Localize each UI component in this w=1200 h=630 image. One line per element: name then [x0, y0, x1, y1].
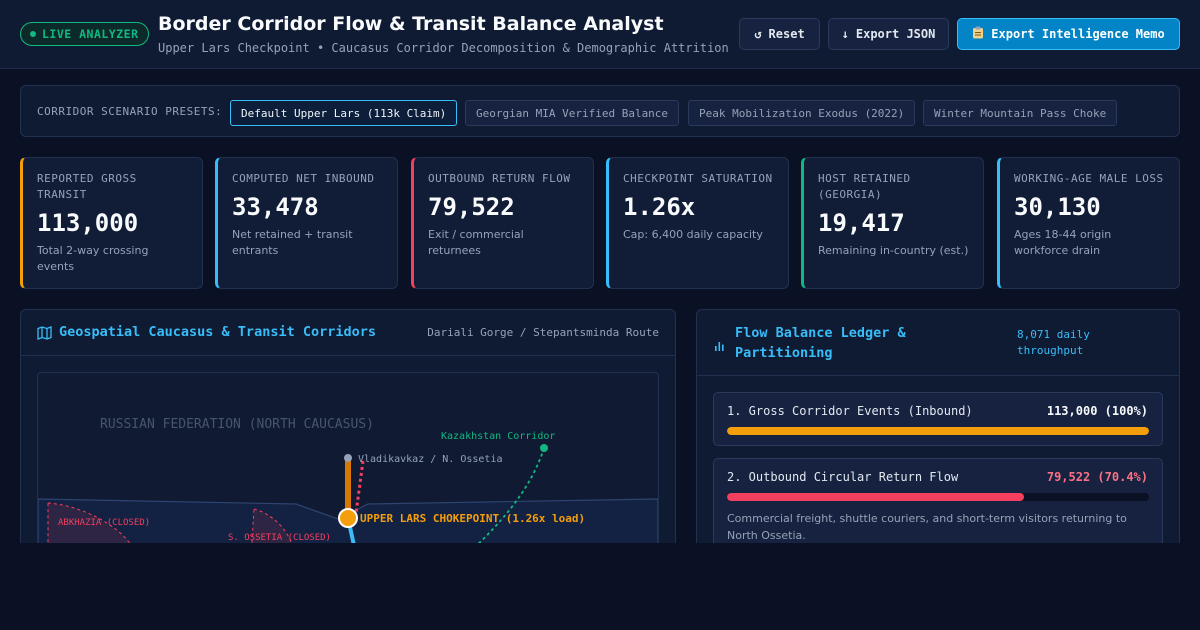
scenario-presets-bar: CORRIDOR SCENARIO PRESETS: Default Upper… [20, 85, 1180, 137]
ledger-panel-title: Flow Balance Ledger & Partitioning [735, 325, 906, 361]
ledger-item-value: 113,000 (100%) [1046, 404, 1148, 418]
metric-value: 19,417 [818, 209, 905, 237]
kazakhstan-node-icon [540, 444, 548, 452]
metric-label: REPORTED GROSS TRANSIT [37, 172, 137, 201]
metric-value: 113,000 [37, 209, 139, 237]
map-icon [37, 325, 52, 344]
outbound-route-line [354, 460, 365, 514]
metric-card-gross-transit: REPORTED GROSS TRANSIT 113,000 Total 2-w… [20, 157, 203, 289]
ledger-bar-track [727, 427, 1149, 435]
ledger-panel-header: Flow Balance Ledger & Partitioning 8,071… [697, 310, 1179, 376]
live-badge-label: LIVE ANALYZER [42, 27, 139, 41]
map-panel-header: Geospatial Caucasus & Transit Corridors … [21, 310, 675, 356]
vladikavkaz-node-icon [344, 454, 352, 462]
kazakhstan-route-line [472, 447, 545, 548]
live-status-badge: LIVE ANALYZER [20, 22, 149, 46]
kazakhstan-label: Kazakhstan Corridor [441, 431, 555, 442]
metric-sub: Total 2-way crossing events [37, 244, 149, 273]
reset-button[interactable]: ↺ Reset [739, 18, 820, 50]
abkhazia-label: ABKHAZIA (CLOSED) [58, 518, 150, 528]
clipboard-icon [972, 26, 984, 42]
download-icon: ↓ [841, 27, 849, 41]
live-dot-icon [30, 31, 36, 37]
export-json-label: Export JSON [855, 27, 936, 41]
metric-sub: Remaining in-country (est.) [818, 244, 969, 257]
metric-card-outbound-return: OUTBOUND RETURN FLOW 79,522 Exit / comme… [411, 157, 594, 289]
ossetia-zone [251, 508, 294, 548]
vladikavkaz-label: Vladikavkaz / N. Ossetia [358, 454, 503, 465]
ledger-item-value: 79,522 (70.4%) [1046, 470, 1148, 484]
app-subtitle: Upper Lars Checkpoint • Caucasus Corrido… [158, 41, 729, 55]
preset-default-upper-lars[interactable]: Default Upper Lars (113k Claim) [230, 100, 458, 126]
ledger-bar-fill [727, 427, 1149, 435]
reset-button-label: Reset [768, 27, 805, 41]
ledger-bar-fill [727, 493, 1025, 501]
metric-label: HOST RETAINED (GEORGIA) [818, 172, 911, 201]
metric-sub: Ages 18-44 origin workforce drain [1014, 228, 1112, 257]
preset-winter-pass[interactable]: Winter Mountain Pass Choke [923, 100, 1118, 126]
metric-value: 79,522 [428, 193, 515, 221]
ledger-bar-track [727, 493, 1149, 501]
map-panel: Geospatial Caucasus & Transit Corridors … [20, 309, 676, 549]
export-memo-button[interactable]: Export Intelligence Memo [957, 18, 1180, 50]
metric-label: OUTBOUND RETURN FLOW [428, 172, 571, 185]
app-title: Border Corridor Flow & Transit Balance A… [158, 13, 664, 35]
ledger-panel-meta: 8,071 daily throughput [1017, 328, 1090, 357]
metric-sub: Net retained + transit entrants [232, 228, 353, 257]
export-json-button[interactable]: ↓ Export JSON [828, 18, 949, 50]
ossetia-label: S. OSSETIA (CLOSED) [228, 533, 331, 543]
metric-sub: Exit / commercial returnees [428, 228, 524, 257]
ledger-panel: Flow Balance Ledger & Partitioning 8,071… [696, 309, 1180, 549]
reset-icon: ↺ [754, 27, 762, 41]
metric-label: WORKING-AGE MALE LOSS [1014, 172, 1164, 185]
metric-card-net-inbound: COMPUTED NET INBOUND 33,478 Net retained… [215, 157, 398, 289]
export-memo-label: Export Intelligence Memo [991, 27, 1165, 41]
metric-value: 33,478 [232, 193, 319, 221]
ledger-item-outbound[interactable]: 2. Outbound Circular Return Flow 79,522 … [713, 458, 1163, 548]
app-header: LIVE ANALYZER Border Corridor Flow & Tra… [0, 0, 1200, 69]
abkhazia-zone [47, 502, 134, 548]
metric-card-saturation: CHECKPOINT SATURATION 1.26x Cap: 6,400 d… [606, 157, 789, 289]
metric-value: 30,130 [1014, 193, 1101, 221]
metric-card-male-loss: WORKING-AGE MALE LOSS 30,130 Ages 18-44 … [997, 157, 1180, 289]
chokepoint-label: UPPER LARS CHOKEPOINT (1.26x load) [360, 512, 585, 525]
geospatial-map[interactable]: RUSSIAN FEDERATION (NORTH CAUCASUS) Kaza… [37, 372, 659, 548]
ledger-item-desc: Commercial freight, shuttle couriers, an… [727, 512, 1127, 542]
preset-georgian-mia[interactable]: Georgian MIA Verified Balance [465, 100, 680, 126]
region-label: RUSSIAN FEDERATION (NORTH CAUCASUS) [100, 417, 374, 432]
ledger-item-name: 2. Outbound Circular Return Flow [727, 470, 959, 484]
metric-label: COMPUTED NET INBOUND [232, 172, 375, 185]
metric-card-host-retained: HOST RETAINED (GEORGIA) 19,417 Remaining… [801, 157, 984, 289]
ledger-item-gross[interactable]: 1. Gross Corridor Events (Inbound) 113,0… [713, 392, 1163, 446]
preset-peak-mobilization[interactable]: Peak Mobilization Exodus (2022) [688, 100, 916, 126]
chokepoint-node-icon [338, 508, 358, 528]
metric-sub: Cap: 6,400 daily capacity [623, 228, 763, 241]
ledger-item-name: 1. Gross Corridor Events (Inbound) [727, 404, 973, 418]
metric-value: 1.26x [623, 193, 696, 221]
bar-chart-icon [714, 336, 725, 355]
metric-label: CHECKPOINT SATURATION [623, 172, 773, 185]
map-panel-meta: Dariali Gorge / Stepantsminda Route [427, 326, 659, 339]
page-background-bottom [0, 543, 1200, 630]
map-panel-title: Geospatial Caucasus & Transit Corridors [59, 324, 376, 340]
presets-label: CORRIDOR SCENARIO PRESETS: [37, 105, 223, 118]
map-canvas: RUSSIAN FEDERATION (NORTH CAUCASUS) Kaza… [38, 417, 658, 548]
